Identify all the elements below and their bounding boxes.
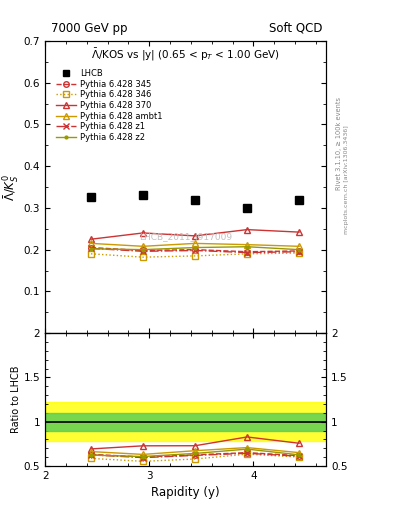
Pythia 6.428 z2 (297, 247, 301, 253)
Pythia 6.428 ambt1 (89, 240, 94, 246)
Pythia 6.428 ambt1 (245, 242, 250, 248)
LHCB (141, 193, 145, 199)
LHCB (193, 197, 197, 203)
LHCB (89, 195, 94, 201)
Pythia 6.428 ambt1 (297, 243, 301, 249)
Y-axis label: $\bar{\Lambda}$/$K^0_S$: $\bar{\Lambda}$/$K^0_S$ (1, 174, 21, 201)
Text: mcplots.cern.ch [arXiv:1306.3436]: mcplots.cern.ch [arXiv:1306.3436] (344, 125, 349, 233)
Pythia 6.428 345 (141, 247, 145, 253)
LHCB (245, 205, 250, 211)
Bar (45, 413, 326, 431)
X-axis label: Rapidity (y): Rapidity (y) (151, 486, 220, 499)
Text: $\bar{\Lambda}$/KOS vs |y| (0.65 < p$_{T}$ < 1.00 GeV): $\bar{\Lambda}$/KOS vs |y| (0.65 < p$_{T… (91, 47, 280, 63)
Pythia 6.428 346 (89, 251, 94, 257)
Pythia 6.428 370 (297, 229, 301, 235)
Pythia 6.428 370 (245, 226, 250, 232)
Line: Pythia 6.428 z2: Pythia 6.428 z2 (88, 244, 302, 252)
Pythia 6.428 345 (297, 248, 301, 254)
Pythia 6.428 ambt1 (141, 243, 145, 249)
Pythia 6.428 z1 (193, 247, 197, 253)
Text: 7000 GeV pp: 7000 GeV pp (51, 22, 128, 35)
Pythia 6.428 z1 (245, 249, 250, 255)
Line: Pythia 6.428 370: Pythia 6.428 370 (88, 227, 302, 242)
Line: Pythia 6.428 ambt1: Pythia 6.428 ambt1 (88, 241, 302, 249)
Line: Pythia 6.428 z1: Pythia 6.428 z1 (88, 246, 302, 255)
Pythia 6.428 z2 (141, 247, 145, 253)
Bar (45, 402, 326, 441)
Line: LHCB: LHCB (87, 191, 303, 212)
Text: Rivet 3.1.10, ≥ 100k events: Rivet 3.1.10, ≥ 100k events (336, 97, 342, 190)
Line: Pythia 6.428 345: Pythia 6.428 345 (88, 245, 302, 254)
Pythia 6.428 346 (141, 254, 145, 260)
Pythia 6.428 z2 (89, 246, 94, 252)
Pythia 6.428 ambt1 (193, 240, 197, 246)
Pythia 6.428 370 (141, 230, 145, 236)
Pythia 6.428 345 (193, 247, 197, 253)
Pythia 6.428 z1 (89, 245, 94, 251)
Pythia 6.428 346 (297, 250, 301, 256)
Pythia 6.428 370 (89, 236, 94, 242)
Pythia 6.428 z2 (193, 245, 197, 251)
Legend: LHCB, Pythia 6.428 345, Pythia 6.428 346, Pythia 6.428 370, Pythia 6.428 ambt1, : LHCB, Pythia 6.428 345, Pythia 6.428 346… (52, 66, 165, 145)
Pythia 6.428 z1 (297, 249, 301, 255)
Text: Soft QCD: Soft QCD (269, 22, 322, 35)
Pythia 6.428 370 (193, 233, 197, 239)
Pythia 6.428 345 (245, 249, 250, 255)
Pythia 6.428 z1 (141, 248, 145, 254)
Pythia 6.428 346 (193, 253, 197, 259)
Pythia 6.428 z2 (245, 244, 250, 250)
LHCB (297, 197, 301, 203)
Text: LHCB_2011_I917009: LHCB_2011_I917009 (139, 232, 232, 241)
Y-axis label: Ratio to LHCB: Ratio to LHCB (11, 366, 21, 433)
Pythia 6.428 345 (89, 245, 94, 251)
Pythia 6.428 346 (245, 251, 250, 257)
Line: Pythia 6.428 346: Pythia 6.428 346 (88, 250, 302, 260)
